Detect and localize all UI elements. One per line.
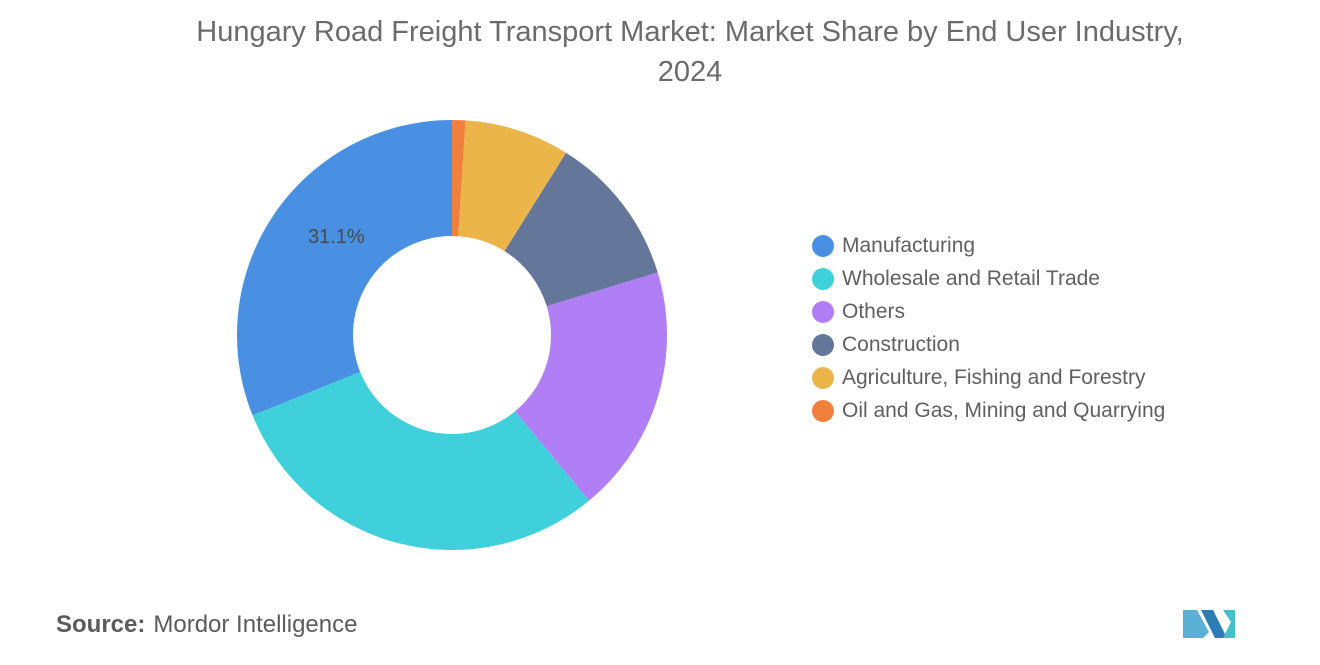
legend-item-agriculture-fishing-and-forestry: Agriculture, Fishing and Forestry [812,361,1165,394]
logo-shape-middle [1201,610,1227,638]
legend-item-others: Others [812,295,1165,328]
logo-shape-left [1183,610,1209,638]
legend-item-construction: Construction [812,328,1165,361]
legend-swatch [812,234,834,257]
legend-swatch [812,366,834,389]
slice-others [515,272,667,501]
mordor-intelligence-logo [1183,610,1235,638]
slice-oil-and-gas-mining-and-quarrying [452,120,466,237]
legend-swatch [812,300,834,323]
data-label-manufacturing: 31.1% [308,226,365,248]
source-note: Source: Mordor Intelligence [56,611,357,639]
legend-item-oil-and-gas-mining-and-quarrying: Oil and Gas, Mining and Quarrying [812,394,1165,427]
legend-label: Wholesale and Retail Trade [842,266,1100,290]
legend-label: Oil and Gas, Mining and Quarrying [842,398,1166,422]
legend-label: Construction [842,332,960,356]
legend-item-manufacturing: Manufacturing [812,229,1165,262]
chart-legend: Manufacturing Wholesale and Retail Trade O… [812,229,1165,427]
legend-swatch [812,333,834,356]
legend-label: Manufacturing [842,233,976,257]
slice-construction [504,152,658,307]
source-label: Source: [56,611,146,638]
slice-agriculture-fishing-and-forestry [458,120,567,252]
logo-shape-right [1223,610,1235,638]
legend-swatch [812,399,834,422]
source-value: Mordor Intelligence [153,611,358,638]
chart-title-line-1: Hungary Road Freight Transport Market: M… [196,16,1184,48]
legend-label: Others [842,299,906,323]
slice-manufacturing [236,120,452,416]
slice-wholesale-and-retail-trade [252,372,590,550]
donut-chart: 31.1% [236,120,667,550]
chart-title: Hungary Road Freight Transport Market: M… [110,12,1270,92]
chart-title-line-2: 2024 [657,56,723,88]
legend-label: Agriculture, Fishing and Forestry [842,365,1146,389]
legend-item-wholesale-and-retail-trade: Wholesale and Retail Trade [812,262,1165,295]
legend-swatch [812,267,834,290]
